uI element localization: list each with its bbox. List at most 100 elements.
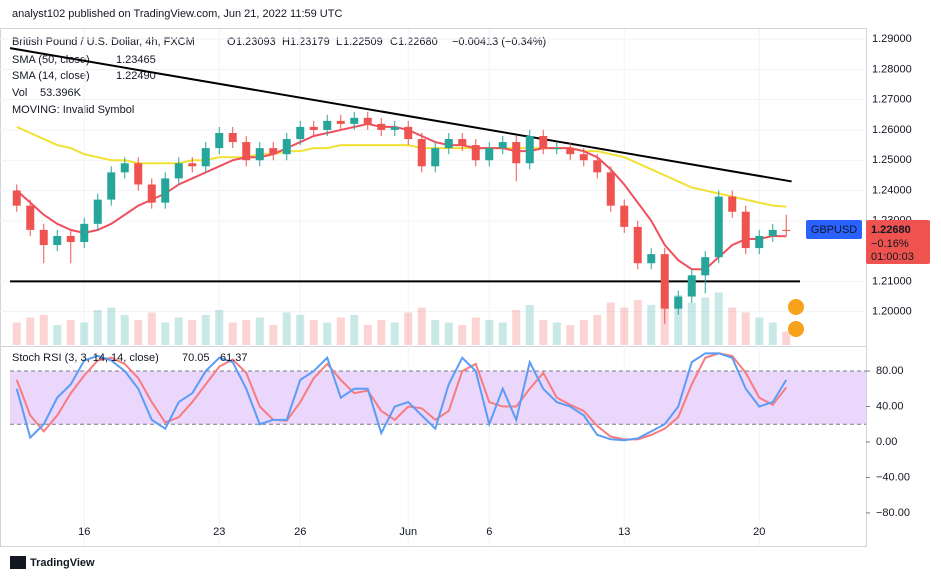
candle-body bbox=[323, 120, 332, 130]
candle-body bbox=[53, 235, 62, 246]
o: O bbox=[227, 36, 236, 48]
candle-body bbox=[485, 148, 494, 161]
stoch-d-line bbox=[15, 352, 788, 441]
sma50-value: 1.23465 bbox=[116, 54, 156, 66]
moving: MOVING: Invalid Symbol bbox=[12, 104, 134, 116]
l-value: 1.22509 bbox=[343, 36, 383, 48]
stoch-tick-label: 80.00 bbox=[876, 365, 904, 377]
y-tick-label: 1.26000 bbox=[872, 124, 912, 136]
volume-bar bbox=[606, 302, 615, 345]
candle-body bbox=[390, 126, 399, 130]
c: C bbox=[390, 36, 398, 48]
volume-bar bbox=[377, 320, 386, 345]
volume-bar bbox=[350, 315, 359, 345]
volume-bar bbox=[714, 292, 723, 345]
volume-bar bbox=[120, 315, 129, 345]
tag-countdown: 01:00:03 bbox=[871, 251, 914, 263]
stoch-title: Stoch RSI (3, 3, 14, 14, close) bbox=[12, 352, 159, 364]
candle-body bbox=[134, 163, 143, 185]
volume-bar bbox=[296, 315, 305, 345]
volume-bar bbox=[593, 315, 602, 345]
volume-bar bbox=[242, 320, 251, 345]
change: −0.00413 (−0.34%) bbox=[452, 36, 546, 48]
candle-body bbox=[552, 148, 561, 150]
vol: Vol bbox=[12, 87, 27, 99]
volume-bar bbox=[620, 307, 629, 345]
candle-body bbox=[647, 254, 656, 264]
stoch-k-line bbox=[15, 352, 788, 442]
y-tick-label: 1.29000 bbox=[872, 33, 912, 45]
candle-body bbox=[147, 184, 156, 203]
candle-body bbox=[741, 211, 750, 249]
volume-bar bbox=[161, 322, 170, 345]
candle-body bbox=[782, 229, 791, 231]
volume-bar bbox=[579, 320, 588, 345]
candle-body bbox=[566, 148, 575, 155]
candle-body bbox=[674, 296, 683, 309]
volume-bar bbox=[566, 325, 575, 345]
volume-bar bbox=[458, 325, 467, 345]
candle-body bbox=[660, 254, 669, 309]
candle-body bbox=[174, 163, 183, 179]
y-tick-label: 1.25000 bbox=[872, 154, 912, 166]
x-tick-label: 16 bbox=[78, 526, 90, 538]
y-tick-label: 1.28000 bbox=[872, 63, 912, 75]
candle-body bbox=[26, 205, 35, 230]
sma-line bbox=[16, 126, 787, 208]
volume-bar bbox=[431, 320, 440, 345]
h-value: 1.23179 bbox=[290, 36, 330, 48]
volume-bar bbox=[174, 317, 183, 345]
candle-body bbox=[188, 163, 197, 167]
tag-symbol: GBPUSD bbox=[811, 224, 858, 236]
volume-bar bbox=[647, 305, 656, 345]
volume-bar bbox=[363, 325, 372, 345]
volume-bar bbox=[66, 320, 75, 345]
l: L bbox=[336, 36, 342, 48]
volume-bar bbox=[269, 325, 278, 345]
stoch-d-value: 61.37 bbox=[220, 352, 248, 364]
sma14: SMA (14, close) bbox=[12, 70, 90, 82]
c-value: 1.22680 bbox=[398, 36, 438, 48]
vol-value: 53.396K bbox=[40, 87, 82, 99]
volume-bar bbox=[444, 322, 453, 345]
candle-body bbox=[377, 123, 386, 130]
volume-bar bbox=[134, 320, 143, 345]
volume-bar bbox=[539, 320, 548, 345]
volume-bar bbox=[633, 300, 642, 345]
tag-price-box bbox=[866, 220, 930, 264]
candle-body bbox=[579, 154, 588, 161]
candle-body bbox=[593, 160, 602, 173]
y-tick-label: 1.27000 bbox=[872, 94, 912, 106]
o-value: 1.23093 bbox=[236, 36, 276, 48]
candle-body bbox=[282, 139, 291, 155]
y-tick-label: 1.20000 bbox=[872, 306, 912, 318]
volume-bar bbox=[215, 310, 224, 345]
stoch-tick-label: 0.00 bbox=[876, 436, 897, 448]
symbol: British Pound / U.S. Dollar, 4h, FXCM bbox=[12, 36, 195, 48]
volume-bar bbox=[512, 310, 521, 345]
candle-body bbox=[728, 196, 737, 212]
volume-bar bbox=[53, 325, 62, 345]
volume-bar bbox=[768, 322, 777, 345]
x-tick-label: Jun bbox=[399, 526, 417, 538]
candle-body bbox=[404, 126, 413, 140]
x-tick-label: 23 bbox=[213, 526, 225, 538]
volume-bar bbox=[485, 320, 494, 345]
volume-bar bbox=[12, 322, 21, 345]
tag-change: −0.16% bbox=[871, 238, 909, 250]
volume-bar bbox=[323, 322, 332, 345]
candle-body bbox=[417, 139, 426, 167]
x-tick-label: 20 bbox=[753, 526, 765, 538]
candle-body bbox=[633, 226, 642, 264]
stoch-tick-label: −40.00 bbox=[876, 471, 910, 483]
volume-bar bbox=[188, 320, 197, 345]
volume-bar bbox=[674, 295, 683, 345]
price-tag: GBPUSD 1.22680 −0.16% 01:00:03 bbox=[806, 220, 930, 264]
volume-bar bbox=[552, 322, 561, 345]
volume-bar bbox=[282, 312, 291, 345]
candle-body bbox=[606, 172, 615, 206]
publisher: analyst102 published on TradingView.com,… bbox=[12, 8, 342, 20]
candle-body bbox=[296, 126, 305, 140]
